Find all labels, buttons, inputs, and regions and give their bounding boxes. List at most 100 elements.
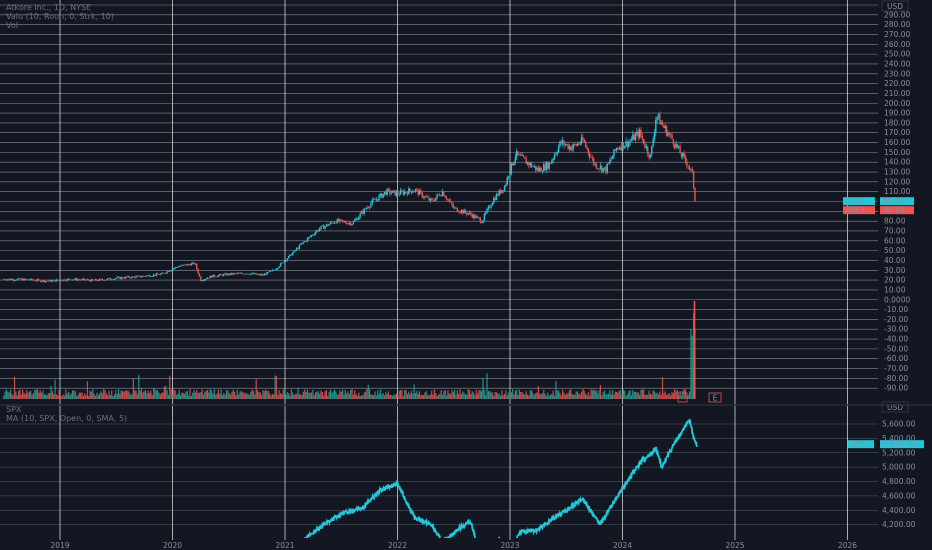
volume-bar	[409, 393, 411, 399]
volume-bar	[289, 395, 291, 399]
price-tick-label: 230.00	[884, 69, 910, 78]
volume-bar	[378, 393, 380, 399]
candle-body	[359, 213, 361, 218]
volume-bar	[196, 389, 198, 399]
candle-body	[46, 281, 48, 282]
candle-body	[80, 279, 82, 281]
candle-body	[300, 244, 302, 245]
candle-body	[544, 164, 546, 170]
candle-body	[464, 209, 467, 213]
candle-body	[169, 271, 171, 272]
volume-bar	[279, 393, 282, 399]
candle-body	[417, 189, 419, 195]
volume-bar	[193, 390, 195, 399]
candle-body	[131, 276, 133, 279]
candle-body	[166, 271, 168, 274]
volume-bar	[346, 393, 348, 399]
candle-body	[674, 144, 676, 148]
candle-body	[5, 279, 8, 281]
candle-body	[263, 273, 265, 276]
candle-body	[251, 273, 253, 274]
candle-body	[312, 234, 314, 236]
candle-body	[422, 197, 425, 198]
candle-body	[235, 273, 237, 274]
candle-body	[34, 280, 36, 281]
volume-bar	[636, 392, 638, 399]
candle-body	[692, 170, 695, 189]
volume-bar	[553, 395, 556, 399]
spx-legend-ma: MA (10, SPX, Open, 0, SMA, 5)	[6, 414, 127, 423]
candle-body	[139, 275, 141, 278]
candle-body	[475, 216, 477, 219]
candle-body	[545, 162, 548, 170]
candle-body	[213, 274, 216, 277]
candle-body	[96, 279, 98, 281]
price-tick-label: 0.0000	[884, 295, 910, 304]
volume-bar	[155, 390, 157, 399]
candle-body	[224, 273, 226, 275]
candle-body	[597, 168, 599, 169]
candle-body	[528, 162, 530, 166]
candle-body	[555, 153, 557, 155]
candle-body	[637, 131, 639, 138]
volume-bar	[242, 392, 244, 399]
candle-body	[428, 197, 430, 201]
candle-body	[595, 163, 598, 169]
volume-bar	[236, 390, 238, 399]
spx-last-text: 5,319.30	[882, 440, 916, 449]
candle-body	[350, 222, 352, 226]
candle-body	[390, 192, 392, 194]
candle-body	[289, 254, 291, 256]
candle-body	[532, 166, 534, 168]
price-tick-label: 280.00	[884, 20, 910, 29]
volume-bar	[663, 393, 665, 399]
candle-body	[529, 162, 531, 166]
volume-bar	[342, 389, 344, 399]
candle-body	[441, 191, 444, 196]
candle-body	[611, 156, 614, 159]
volume-bar	[572, 394, 575, 399]
volume-bar	[171, 395, 174, 399]
candle-body	[179, 265, 182, 267]
volume-bar	[73, 390, 75, 399]
volume-bar	[625, 395, 627, 399]
candle-body	[283, 261, 286, 263]
volume-bar	[655, 393, 657, 399]
volume-bar	[19, 389, 21, 399]
volume-bar	[97, 395, 99, 399]
candle-body	[128, 276, 130, 278]
candle-body	[354, 219, 356, 222]
candle-body	[398, 194, 400, 196]
volume-bar	[301, 394, 303, 399]
volume-bar	[634, 391, 637, 399]
volume-bar	[93, 393, 95, 399]
candle-body	[557, 146, 560, 153]
candle-body	[452, 204, 454, 208]
price-tick-label: 70.00	[884, 226, 906, 235]
volume-bar	[219, 393, 221, 399]
spx-line	[303, 418, 698, 538]
candle-body	[42, 280, 44, 282]
volume-bar	[566, 393, 568, 399]
volume-bar	[528, 395, 530, 399]
volume-bar	[490, 392, 492, 399]
volume-bar	[482, 378, 484, 399]
volume-bar	[148, 392, 151, 399]
volume-bar	[447, 390, 449, 399]
candle-body	[43, 280, 45, 282]
candle-body	[58, 280, 60, 281]
candle-body	[582, 137, 584, 140]
volume-bar	[601, 395, 603, 399]
candle-body	[479, 218, 481, 223]
candle-body	[115, 278, 117, 279]
volume-bar	[543, 389, 545, 399]
candle-body	[328, 224, 330, 226]
volume-bar	[259, 392, 261, 399]
candle-body	[217, 275, 220, 277]
volume-bar	[674, 389, 676, 399]
volume-bar	[190, 395, 192, 399]
candle-body	[445, 197, 448, 200]
candle-body	[23, 278, 25, 281]
volume-bar	[59, 395, 62, 399]
